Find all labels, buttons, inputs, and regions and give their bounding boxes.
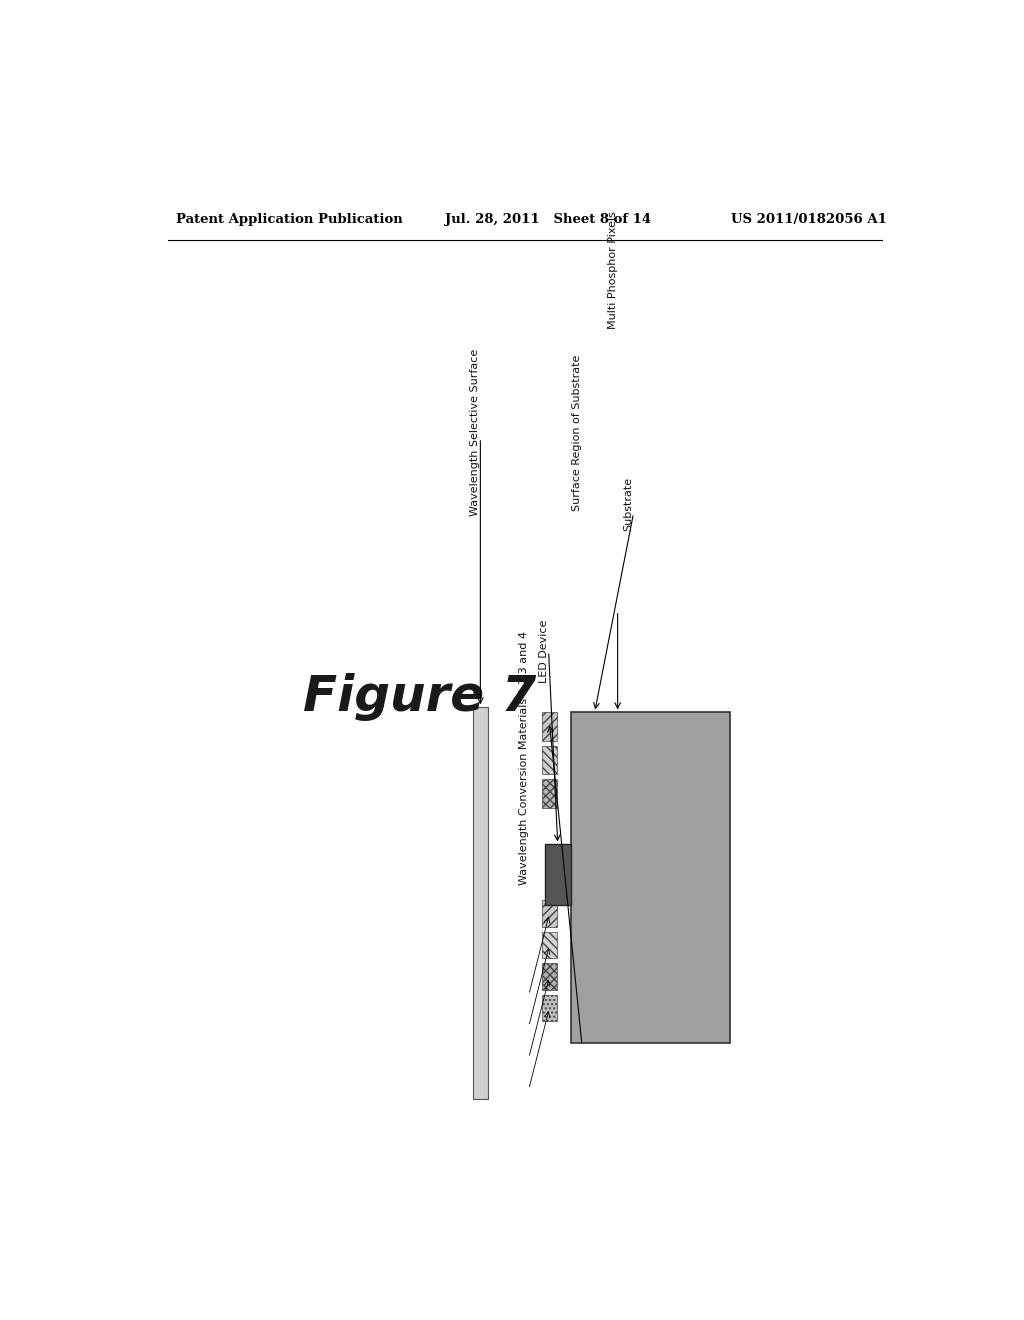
Bar bbox=[543, 713, 557, 741]
Text: Figure 7: Figure 7 bbox=[303, 673, 536, 721]
Bar bbox=[543, 746, 557, 775]
Bar bbox=[543, 932, 557, 958]
Bar bbox=[543, 964, 557, 990]
Bar bbox=[543, 995, 557, 1022]
Text: Jul. 28, 2011   Sheet 8 of 14: Jul. 28, 2011 Sheet 8 of 14 bbox=[445, 213, 651, 226]
Text: US 2011/0182056 A1: US 2011/0182056 A1 bbox=[731, 213, 887, 226]
Text: Patent Application Publication: Patent Application Publication bbox=[176, 213, 402, 226]
Bar bbox=[543, 779, 557, 808]
Text: Substrate: Substrate bbox=[624, 477, 634, 531]
Bar bbox=[473, 708, 487, 1098]
Bar bbox=[570, 713, 729, 1043]
Bar bbox=[545, 845, 570, 906]
Text: Surface Region of Substrate: Surface Region of Substrate bbox=[572, 355, 582, 511]
Text: Wavelength Selective Surface: Wavelength Selective Surface bbox=[470, 350, 480, 516]
Text: Wavelength Conversion Materials 1,2,3 and 4: Wavelength Conversion Materials 1,2,3 an… bbox=[519, 631, 528, 886]
Text: LED Device: LED Device bbox=[539, 619, 549, 682]
Bar bbox=[543, 900, 557, 927]
Text: Multi Phosphor Pixels: Multi Phosphor Pixels bbox=[607, 211, 617, 329]
